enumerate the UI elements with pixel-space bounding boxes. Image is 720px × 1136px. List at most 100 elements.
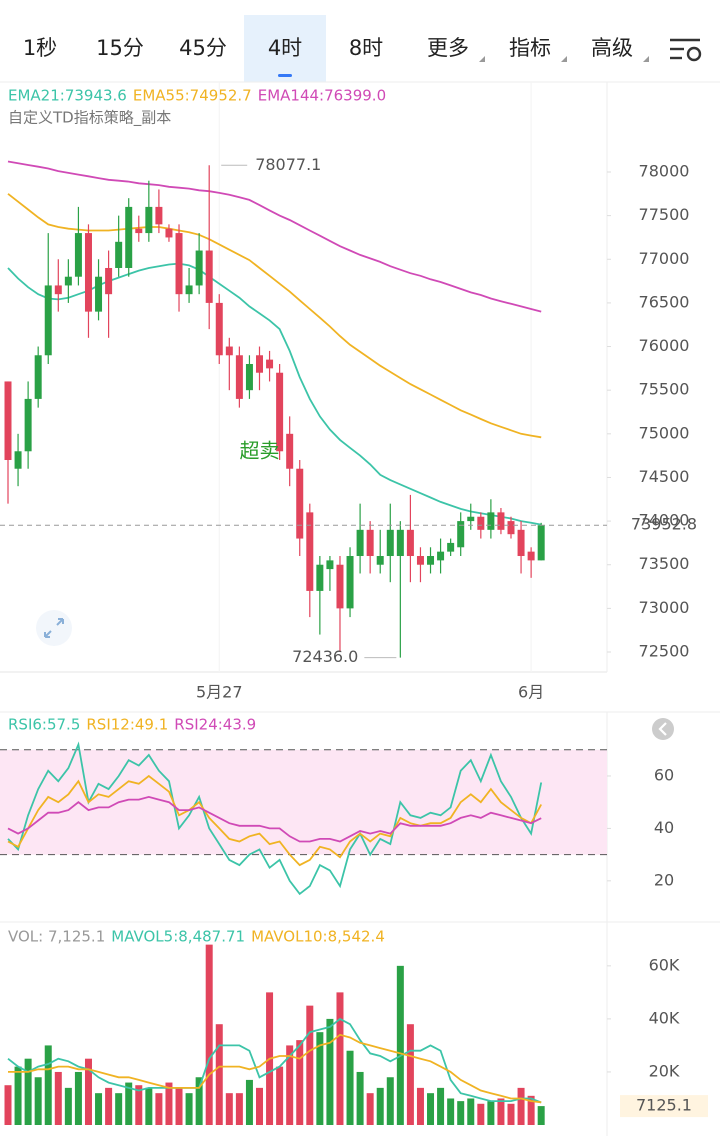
volume-bar xyxy=(356,1071,364,1125)
settings-icon[interactable] xyxy=(670,38,702,62)
candle-body xyxy=(135,228,143,234)
last-volume-bg xyxy=(620,1095,708,1118)
volume-bar xyxy=(386,1077,394,1125)
volume-bar xyxy=(296,1040,304,1125)
tab[interactable]: 指标 xyxy=(509,36,551,60)
icon-arrow xyxy=(658,722,667,736)
indicator-line xyxy=(7,193,542,439)
candle-body xyxy=(467,516,475,522)
candle-body xyxy=(296,468,304,539)
dropdown-caret xyxy=(479,56,485,62)
volume-bar xyxy=(44,1045,52,1125)
y-tick-label: 78000 xyxy=(639,161,690,180)
tab[interactable]: 45分 xyxy=(179,36,227,60)
volume-bar xyxy=(457,1101,465,1125)
candle-body xyxy=(175,233,183,295)
candle-body xyxy=(457,521,465,548)
volume-bar xyxy=(346,1050,354,1125)
band xyxy=(0,749,607,855)
tab[interactable]: 8时 xyxy=(349,36,383,60)
x-tick-label: 6月 xyxy=(518,683,544,702)
candle-body xyxy=(125,206,133,268)
icon-background xyxy=(652,718,674,740)
candle-body xyxy=(165,228,173,238)
volume-bar xyxy=(105,1087,113,1125)
volume-bar xyxy=(336,992,344,1125)
volume-bar xyxy=(366,1093,374,1125)
max-label: 78077.1 xyxy=(255,155,321,174)
candle-body xyxy=(115,241,123,268)
tab[interactable]: 4时 xyxy=(268,36,302,60)
collapse-icon[interactable] xyxy=(652,718,674,740)
last-volume-label: 7125.1 xyxy=(636,1096,692,1115)
volume-bar xyxy=(447,1098,455,1125)
volume-bar xyxy=(225,1093,233,1125)
volume-bar xyxy=(215,1024,223,1125)
volume-bar xyxy=(155,1093,163,1125)
candle-body xyxy=(235,355,243,399)
candle-body xyxy=(326,560,334,570)
candle-body xyxy=(527,551,535,561)
last-price-label: 73952.8 xyxy=(631,515,697,534)
y-tick-label: 40 xyxy=(654,818,674,837)
tab-bar: 1秒 15分 45分 4时 8时 更多 指标 高级 xyxy=(23,15,702,82)
icon-gear xyxy=(686,46,702,62)
tab[interactable]: 更多 xyxy=(427,36,469,60)
volume-bar xyxy=(416,1087,424,1125)
tab-underline xyxy=(278,74,292,77)
candle-body xyxy=(437,551,445,561)
legend-entry: RSI12:49.1 xyxy=(86,716,168,734)
candle-body xyxy=(416,556,424,565)
candle-body xyxy=(215,302,223,356)
volume-bar xyxy=(135,1085,143,1125)
tab[interactable]: 高级 xyxy=(591,36,633,60)
y-tick-label: 75000 xyxy=(639,423,690,442)
volume-bar xyxy=(165,1082,173,1125)
candle-body xyxy=(145,206,153,234)
volume-bar xyxy=(326,1018,334,1125)
candle-body xyxy=(346,556,354,609)
tab[interactable]: 1秒 xyxy=(23,36,57,60)
candle-body xyxy=(105,267,113,295)
candle-body xyxy=(245,363,253,391)
candle-body xyxy=(54,285,62,295)
y-tick-label: 74000 xyxy=(639,511,690,530)
volume-bar xyxy=(376,1087,384,1125)
volume-bar xyxy=(276,1066,284,1125)
volume-bar xyxy=(14,1066,22,1125)
volume-bar xyxy=(74,1071,82,1125)
indicator-line xyxy=(7,795,542,843)
active-tab-background xyxy=(244,15,326,82)
subtitle: 自定义TD指标策略_副本 xyxy=(8,109,171,128)
candle-body xyxy=(537,525,545,561)
legend-entry: RSI24:43.9 xyxy=(174,716,256,734)
y-tick-label: 72500 xyxy=(639,642,690,661)
volume-bar xyxy=(185,1093,193,1125)
candle-body xyxy=(427,556,435,565)
y-tick-label: 77000 xyxy=(639,249,690,268)
candle-body xyxy=(286,433,294,469)
legend-entry: EMA21:73943.6 xyxy=(8,87,127,105)
indicator-line xyxy=(8,1033,542,1104)
volume-bar xyxy=(115,1093,123,1125)
y-tick-label: 77500 xyxy=(639,205,690,224)
dropdown-caret xyxy=(561,56,567,62)
candle-body xyxy=(517,529,525,557)
legend-entry: RSI6:57.5 xyxy=(8,716,80,734)
candle-body xyxy=(195,250,203,286)
candle-body xyxy=(205,250,213,303)
volume-bar xyxy=(406,1024,414,1125)
tab[interactable]: 15分 xyxy=(96,36,144,60)
volume-bar xyxy=(245,1079,253,1125)
volume-bar xyxy=(316,1032,324,1125)
volume-bar xyxy=(286,1045,294,1125)
indicator-line xyxy=(7,741,543,896)
candle-body xyxy=(336,564,344,609)
candle-body xyxy=(366,529,374,557)
candle-body xyxy=(386,529,394,557)
expand-icon[interactable] xyxy=(36,610,72,646)
signal-label: 超卖 xyxy=(240,439,280,463)
legend-entry: EMA144:76399.0 xyxy=(258,87,386,105)
y-tick-label: 76000 xyxy=(639,336,690,355)
volume-bar xyxy=(4,1085,12,1125)
